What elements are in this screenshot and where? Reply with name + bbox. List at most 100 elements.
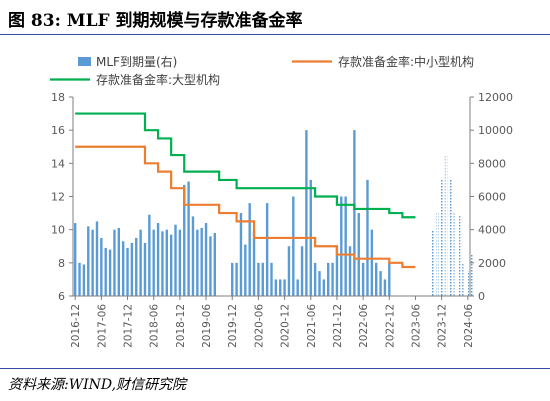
mlf-bar bbox=[283, 279, 286, 296]
y-right-tick-label: 8000 bbox=[478, 157, 506, 170]
mlf-bar bbox=[126, 247, 129, 296]
mlf-bar bbox=[305, 130, 308, 296]
legend-label: 存款准备金率:大型机构 bbox=[96, 72, 220, 87]
y-left-tick-label: 12 bbox=[51, 191, 65, 204]
y-right-tick-label: 4000 bbox=[478, 224, 506, 237]
mlf-bar bbox=[104, 247, 107, 296]
x-tick-label: 2017-12 bbox=[123, 304, 135, 348]
x-tick-label: 2021-12 bbox=[332, 304, 344, 348]
x-tick-label: 2017-06 bbox=[96, 304, 108, 348]
x-tick-label: 2018-06 bbox=[149, 304, 161, 348]
mlf-bar bbox=[344, 196, 347, 296]
x-tick-label: 2016-12 bbox=[70, 304, 82, 348]
mlf-bar bbox=[274, 279, 278, 296]
mlf-bar bbox=[340, 196, 343, 296]
mlf-bar bbox=[191, 216, 195, 296]
x-tick-label: 2023-06 bbox=[410, 304, 422, 348]
mlf-bar bbox=[370, 229, 374, 296]
mlf-bar bbox=[200, 228, 203, 296]
mlf-bar bbox=[78, 262, 81, 296]
mlf-bar-projected bbox=[444, 155, 448, 296]
mlf-bar bbox=[156, 223, 160, 296]
mlf-bar bbox=[287, 246, 291, 296]
x-tick-label: 2023-12 bbox=[437, 304, 449, 348]
mlf-bar bbox=[135, 237, 138, 296]
mlf-bar bbox=[279, 279, 282, 296]
mlf-bar bbox=[366, 179, 369, 296]
mlf-bar bbox=[169, 234, 173, 296]
mlf-bar bbox=[231, 262, 234, 296]
y-left-tick-label: 16 bbox=[51, 124, 65, 137]
mlf-bar bbox=[248, 203, 251, 296]
y-left-tick-label: 10 bbox=[51, 224, 65, 237]
mlf-bar-projected bbox=[466, 271, 470, 297]
y-left-tick-label: 18 bbox=[51, 91, 65, 104]
x-tick-label: 2022-06 bbox=[358, 304, 370, 348]
mlf-bar-projected bbox=[431, 229, 435, 296]
mlf-bar bbox=[239, 213, 243, 296]
mlf-bar bbox=[252, 231, 256, 296]
mlf-bar bbox=[209, 236, 212, 296]
mlf-bar bbox=[327, 262, 330, 296]
legend-label: 存款准备金率:中小型机构 bbox=[338, 54, 474, 69]
mlf-bar bbox=[121, 241, 125, 296]
mlf-bar bbox=[213, 232, 216, 296]
x-tick-label: 2018-12 bbox=[175, 304, 187, 348]
mlf-bar bbox=[383, 279, 387, 296]
mlf-bar bbox=[183, 184, 186, 296]
mlf-bar bbox=[204, 223, 208, 296]
mlf-bar bbox=[331, 262, 334, 296]
mlf-bar bbox=[265, 203, 269, 296]
mlf-bar bbox=[270, 262, 273, 296]
mlf-bar bbox=[388, 262, 391, 296]
mlf-bar bbox=[113, 229, 116, 296]
y-left-tick-label: 6 bbox=[58, 290, 65, 303]
mlf-bar-projected bbox=[449, 179, 452, 296]
mlf-bar bbox=[148, 214, 151, 296]
mlf-bar-projected bbox=[470, 254, 474, 296]
mlf-bar bbox=[87, 226, 90, 296]
mlf-bar bbox=[117, 228, 121, 296]
mlf-bar bbox=[296, 279, 299, 296]
x-tick-label: 2022-12 bbox=[384, 304, 396, 348]
rrr-large-line bbox=[75, 112, 416, 219]
x-tick-label: 2020-12 bbox=[280, 304, 292, 348]
mlf-bar bbox=[174, 224, 177, 296]
title-rule bbox=[0, 34, 550, 35]
mlf-bar bbox=[130, 242, 134, 296]
x-tick-label: 2020-06 bbox=[253, 304, 265, 348]
mlf-bar-projected bbox=[440, 179, 443, 296]
mlf-bar bbox=[318, 271, 321, 297]
mlf-bar bbox=[292, 196, 295, 296]
rrr-small-line bbox=[75, 145, 416, 269]
mlf-bar bbox=[73, 223, 77, 296]
mlf-bar-projected bbox=[453, 213, 456, 296]
mlf-bar bbox=[353, 130, 356, 296]
mlf-bar bbox=[91, 229, 94, 296]
mlf-bar bbox=[82, 264, 86, 296]
x-tick-label: 2024-06 bbox=[463, 304, 475, 348]
mlf-bar bbox=[300, 246, 304, 296]
mlf-bar bbox=[95, 221, 99, 297]
mlf-bar bbox=[235, 262, 238, 296]
y-right-tick-label: 12000 bbox=[478, 91, 513, 104]
source-note: 资料来源:WIND,财信研究院 bbox=[8, 377, 187, 393]
mlf-bar bbox=[313, 262, 317, 296]
mlf-bar bbox=[100, 237, 103, 296]
mlf-bar bbox=[161, 231, 164, 296]
y-right-tick-label: 0 bbox=[478, 290, 485, 303]
y-right-tick-label: 2000 bbox=[478, 257, 506, 270]
figure-title: 图 83: MLF 到期规模与存款准备金率 bbox=[8, 11, 303, 31]
mlf-bar-projected bbox=[457, 214, 461, 296]
mlf-bar bbox=[152, 229, 155, 296]
mlf-bar bbox=[335, 246, 339, 296]
mlf-bar bbox=[322, 279, 326, 296]
mlf-bar bbox=[361, 262, 365, 296]
legend-label: MLF到期量(右) bbox=[96, 54, 177, 69]
mlf-bar bbox=[379, 271, 382, 297]
mlf-bar bbox=[257, 262, 260, 296]
y-right-tick-label: 10000 bbox=[478, 124, 513, 137]
mlf-bar bbox=[165, 229, 168, 296]
mlf-bar bbox=[108, 249, 112, 296]
